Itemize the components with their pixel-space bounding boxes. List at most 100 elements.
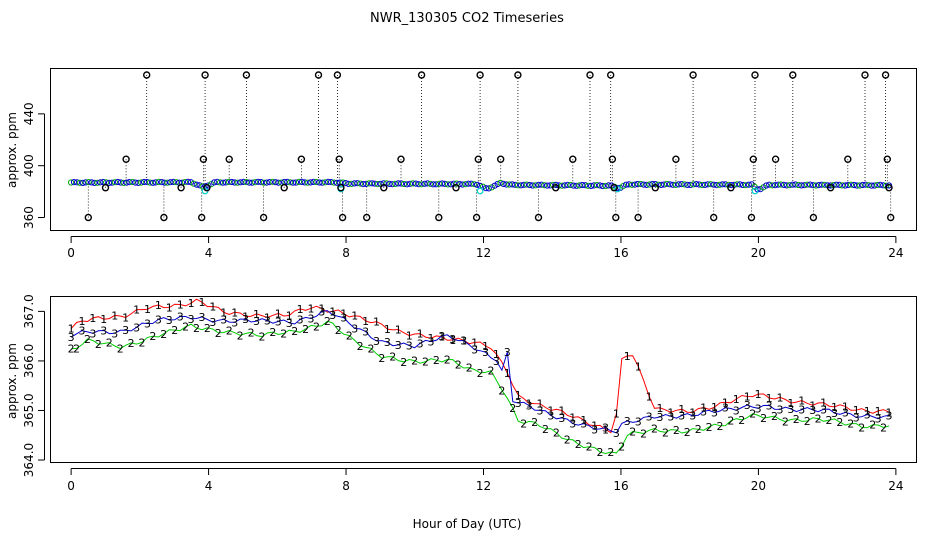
- baseline-point: [713, 182, 720, 189]
- series-1-marker: 1: [340, 308, 347, 321]
- baseline-point: [88, 179, 95, 186]
- spike-point: [826, 183, 835, 192]
- series-2-marker: 2: [815, 413, 822, 426]
- series-2-marker: 2: [455, 359, 462, 372]
- baseline-point: [532, 182, 539, 189]
- series-1-marker: 1: [329, 305, 336, 318]
- baseline-point: [427, 180, 434, 187]
- baseline-point: [325, 178, 332, 185]
- series-2-marker: 2: [738, 414, 745, 427]
- baseline-point: [736, 181, 744, 188]
- series-2-marker: 2: [280, 327, 287, 340]
- series-2-marker: 2: [433, 354, 440, 367]
- series-2-marker: 2: [106, 337, 113, 350]
- baseline-point: [354, 180, 361, 187]
- series-1-marker: 1: [362, 315, 369, 328]
- series-2-marker: 2: [182, 321, 189, 334]
- baseline-point: [108, 179, 116, 186]
- series-2-marker: 2: [520, 417, 527, 430]
- series-2-marker: 2: [128, 337, 135, 350]
- series-2-marker: 2: [618, 440, 625, 453]
- baseline-point: [73, 179, 81, 186]
- x-axis-label: Hour of Day (UTC): [413, 517, 522, 531]
- baseline-point: [763, 182, 770, 189]
- spike-point: [242, 71, 251, 79]
- series-2-marker: 2: [804, 415, 811, 428]
- series-2-marker: 2: [542, 423, 549, 436]
- baseline-point: [190, 180, 197, 187]
- series-3-marker: 3: [569, 418, 576, 431]
- baseline-point: [523, 181, 530, 188]
- baseline-point: [304, 179, 311, 186]
- series-3-marker: 3: [657, 411, 664, 424]
- baseline-point: [517, 182, 525, 189]
- series-3-marker: 3: [329, 309, 336, 322]
- baseline-point: [836, 181, 843, 188]
- baseline-point: [561, 182, 568, 189]
- baseline-point: [687, 181, 694, 188]
- series-3-marker: 3: [635, 416, 642, 429]
- series-2-marker: 2: [880, 422, 887, 435]
- baseline-point: [500, 180, 507, 187]
- series-2-marker: 2: [226, 325, 233, 338]
- spike-point: [225, 155, 233, 163]
- spike-point: [335, 155, 343, 163]
- bottom-y-axis-label: approx. ppm: [5, 343, 19, 419]
- spike-point: [534, 213, 543, 222]
- baseline-point: [406, 180, 414, 187]
- baseline-point: [707, 181, 714, 188]
- series-3-marker: 3: [646, 411, 653, 424]
- baseline-point: [529, 182, 536, 189]
- baseline-point: [167, 179, 174, 186]
- series-2-marker: 2: [684, 426, 691, 439]
- series-3-marker: 3: [733, 404, 740, 417]
- baseline-point: [430, 181, 437, 188]
- spike-point: [885, 183, 893, 192]
- series-2-marker: 2: [139, 336, 146, 349]
- series-1-marker: 1: [842, 400, 849, 413]
- baseline-point: [739, 181, 747, 189]
- baseline-point: [412, 180, 419, 187]
- baseline-point: [783, 182, 790, 189]
- series-3-marker: 3: [242, 313, 249, 326]
- baseline-point: [292, 179, 300, 186]
- baseline-point: [395, 180, 402, 187]
- top-x-tick-label: 0: [67, 246, 75, 260]
- series-1-marker: 1: [864, 405, 871, 418]
- baseline-point: [792, 181, 799, 188]
- baseline-point: [301, 179, 308, 186]
- baseline-point: [436, 180, 443, 187]
- series-3-marker: 3: [689, 410, 696, 423]
- series-1-marker: 1: [79, 315, 86, 328]
- top-x-tick-label: 8: [342, 246, 350, 260]
- series-2-marker: 2: [847, 418, 854, 431]
- baseline-point: [625, 181, 633, 188]
- series-1-marker: 1: [537, 398, 544, 411]
- baseline-point: [421, 180, 428, 187]
- bottom-y-tick-label: 366.0: [22, 344, 36, 378]
- bottom-y-axis: 364.0 365.0 366.0 367.0: [22, 294, 45, 477]
- baseline-point: [506, 181, 513, 188]
- bottom-x-axis: 0 4 8 12 16 20 24: [67, 468, 904, 493]
- series-1-marker: 1: [482, 340, 489, 353]
- baseline-point: [789, 181, 796, 188]
- series-3-marker: 3: [820, 403, 827, 416]
- series-1-marker: 1: [264, 312, 271, 325]
- baseline-point: [605, 182, 612, 189]
- baseline-point: [742, 182, 750, 189]
- baseline-point: [79, 179, 86, 186]
- spike-point: [749, 155, 757, 163]
- series-3-marker: 3: [395, 339, 402, 352]
- series-2-marker: 2: [215, 327, 222, 340]
- baseline-point: [579, 181, 586, 189]
- series-3-marker: 3: [526, 400, 533, 413]
- series-2-marker: 2: [869, 419, 876, 432]
- baseline-point: [570, 182, 577, 189]
- baseline-point: [351, 180, 358, 187]
- series-1-marker: 1: [188, 297, 195, 310]
- baseline-point: [681, 181, 688, 188]
- cyan-point: [614, 185, 621, 193]
- baseline-point: [403, 181, 411, 188]
- baseline-point: [217, 179, 224, 186]
- spike-point: [435, 213, 443, 222]
